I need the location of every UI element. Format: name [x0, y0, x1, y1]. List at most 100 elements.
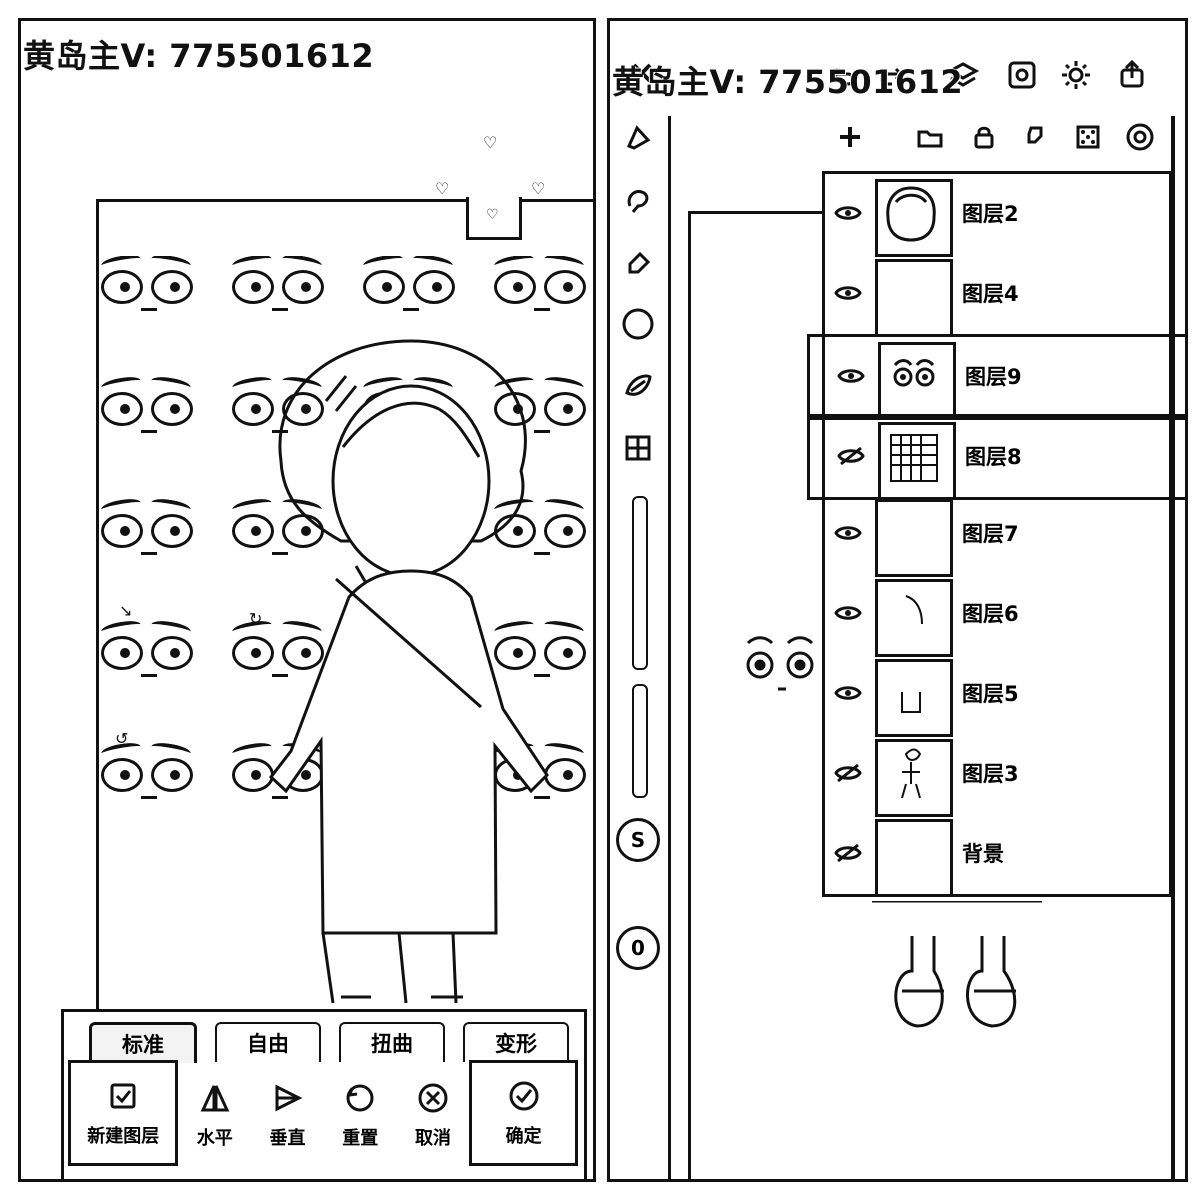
eye-icon[interactable] — [833, 198, 863, 228]
layer-row[interactable]: 图层6 — [825, 574, 1169, 657]
layers-list: 图层2 图层4 图层9 图层8 图层7 — [807, 171, 1185, 897]
confirm-icon — [506, 1078, 542, 1114]
opacity-slider[interactable] — [632, 684, 648, 798]
eye-icon[interactable] — [833, 518, 863, 548]
face-sticker — [493, 496, 593, 570]
tool-column: S 0 — [610, 116, 671, 1179]
shoes-preview — [872, 901, 1042, 1028]
brush-icon[interactable] — [616, 116, 660, 160]
layer-label: 图层8 — [965, 445, 1022, 469]
tab-distort[interactable]: 扭曲 — [339, 1022, 445, 1062]
flip-vertical-button[interactable]: 垂直 — [251, 1060, 324, 1170]
lock-icon[interactable] — [964, 117, 1004, 157]
heart-icon: ♡ — [486, 207, 499, 223]
close-icon[interactable] — [620, 51, 664, 95]
gallery-icon[interactable] — [1000, 53, 1044, 97]
watermark-text: 黄岛主V: 775501612 — [23, 37, 375, 75]
heart-icon: ♡ — [483, 133, 498, 152]
leaf-brush-icon[interactable] — [616, 364, 660, 408]
layer-row-selected[interactable]: 图层9 — [807, 334, 1185, 420]
layer-thumbnail — [875, 739, 953, 817]
face-sticker — [101, 740, 208, 814]
watermark-text: 黄岛主V: 775501612 — [612, 63, 964, 101]
panel-scrollbar[interactable] — [1171, 116, 1175, 1179]
tab-standard[interactable]: 标准 — [89, 1022, 197, 1063]
layer-label: 图层9 — [965, 365, 1022, 389]
layer-row[interactable]: 图层3 — [825, 734, 1169, 817]
merge-icon[interactable] — [1016, 117, 1056, 157]
texture-icon[interactable] — [1068, 117, 1108, 157]
transform-mode-tabs: 标准 自由 扭曲 变形 — [89, 1022, 569, 1064]
opacity-badge[interactable]: 0 — [616, 926, 660, 970]
hidden-eye-icon[interactable] — [833, 838, 863, 868]
layer-row[interactable]: 图层4 — [825, 254, 1169, 337]
layer-thumbnail — [875, 499, 953, 577]
reset-button[interactable]: 重置 — [324, 1060, 397, 1170]
layer-label: 图层4 — [962, 282, 1019, 306]
export-icon[interactable] — [1110, 53, 1154, 97]
folder-icon[interactable] — [910, 117, 950, 157]
tab-free[interactable]: 自由 — [215, 1022, 321, 1062]
face-row — [101, 256, 593, 326]
face-sticker — [231, 618, 339, 692]
add-layer-icon[interactable] — [830, 117, 870, 157]
canvas-notch: ♡ — [466, 197, 522, 240]
grid-icon[interactable] — [616, 426, 660, 470]
resize-handle-icon[interactable]: ↘ — [119, 601, 133, 620]
eye-icon[interactable] — [836, 361, 866, 391]
face-sticker — [231, 256, 339, 326]
smudge-icon[interactable] — [616, 178, 660, 222]
top-toolbar — [610, 41, 1180, 101]
new-layer-icon — [105, 1078, 141, 1114]
size-badge-label: S — [630, 828, 646, 852]
reset-label: 重置 — [342, 1128, 379, 1149]
undo-icon[interactable] — [822, 53, 866, 97]
layer-row[interactable]: 图层5 — [825, 654, 1169, 737]
opacity-badge-label: 0 — [631, 936, 645, 960]
size-badge[interactable]: S — [616, 818, 660, 862]
eye-icon[interactable] — [833, 598, 863, 628]
cancel-label: 取消 — [415, 1128, 452, 1149]
heart-icon: ♡ — [531, 179, 546, 198]
eye-icon[interactable] — [833, 278, 863, 308]
transform-toolbar: 标准 自由 扭曲 变形 新建图层 水平 — [61, 1009, 587, 1179]
layer-actions — [820, 117, 1165, 167]
color-circle-icon[interactable] — [616, 302, 660, 346]
transform-actions: 新建图层 水平 垂直 — [68, 1060, 578, 1179]
layer-row[interactable]: 图层2 — [825, 174, 1169, 257]
eraser-icon[interactable] — [616, 240, 660, 284]
brush-size-slider[interactable] — [632, 496, 648, 670]
eye-icon[interactable] — [833, 678, 863, 708]
redo-icon[interactable] — [868, 53, 912, 97]
face-sticker — [231, 496, 339, 570]
layer-label: 背景 — [962, 842, 1004, 866]
layers-icon[interactable] — [941, 53, 985, 97]
right-layers-panel: 黄岛主V: 775501612 — [607, 18, 1188, 1182]
canvas-preview[interactable] — [688, 211, 825, 1179]
face-preview — [746, 636, 814, 691]
layer-row[interactable]: 图层7 — [825, 494, 1169, 577]
tab-warp[interactable]: 变形 — [463, 1022, 569, 1062]
hidden-eye-icon[interactable] — [833, 758, 863, 788]
rotate-handle-icon[interactable]: ↻ — [249, 609, 263, 628]
layer-row[interactable]: 背景 — [825, 814, 1169, 897]
face-sticker — [101, 618, 208, 692]
rotate-handle-icon[interactable]: ↺ — [115, 729, 129, 748]
hidden-eye-icon[interactable] — [836, 441, 866, 471]
layer-label: 图层7 — [962, 522, 1019, 546]
settings-icon[interactable] — [1054, 53, 1098, 97]
face-sticker — [101, 496, 208, 570]
layer-label: 图层5 — [962, 682, 1019, 706]
layer-thumbnail — [878, 422, 956, 500]
cancel-button[interactable]: 取消 — [397, 1060, 470, 1170]
flip-horizontal-button[interactable]: 水平 — [178, 1060, 251, 1170]
new-layer-button[interactable]: 新建图层 — [68, 1060, 179, 1166]
face-sticker — [231, 374, 339, 448]
reset-icon — [342, 1080, 378, 1116]
flip-horizontal-icon — [197, 1080, 233, 1116]
layer-label: 图层6 — [962, 602, 1019, 626]
layer-thumbnail — [875, 579, 953, 657]
layer-row-selected[interactable]: 图层8 — [807, 414, 1185, 500]
confirm-button[interactable]: 确定 — [469, 1060, 578, 1166]
target-icon[interactable] — [1120, 117, 1160, 157]
